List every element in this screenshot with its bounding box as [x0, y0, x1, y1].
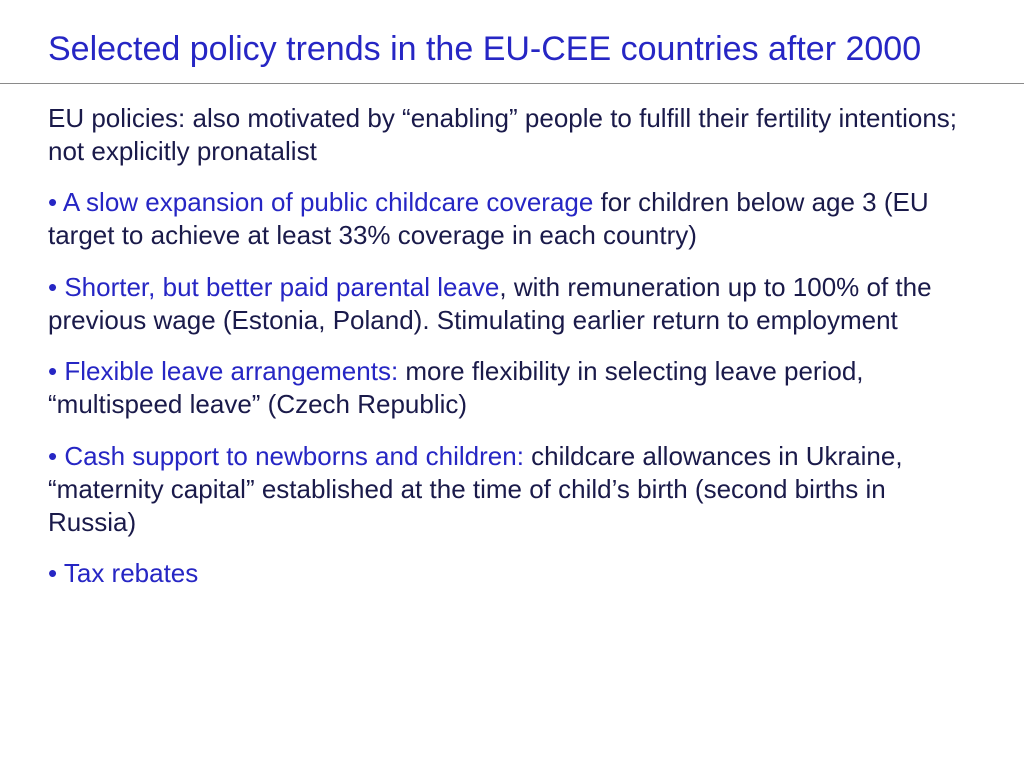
- bullet-item: • A slow expansion of public childcare c…: [48, 186, 976, 253]
- bullet-item: • Flexible leave arrangements: more flex…: [48, 355, 976, 422]
- bullet-dot-icon: •: [48, 441, 64, 471]
- intro-paragraph: EU policies: also motivated by “enabling…: [48, 102, 976, 169]
- bullet-item: • Cash support to newborns and children:…: [48, 440, 976, 540]
- bullet-emphasis: Shorter, but better paid parental leave: [64, 272, 499, 302]
- slide: Selected policy trends in the EU-CEE cou…: [0, 0, 1024, 768]
- bullet-dot-icon: •: [48, 356, 64, 386]
- bullet-emphasis: Flexible leave arrangements:: [64, 356, 398, 386]
- bullet-emphasis: A slow expansion of public childcare cov…: [63, 187, 593, 217]
- bullet-dot-icon: •: [48, 558, 64, 588]
- bullet-emphasis: Cash support to newborns and children:: [64, 441, 524, 471]
- bullet-item: • Shorter, but better paid parental leav…: [48, 271, 976, 338]
- bullet-dot-icon: •: [48, 187, 63, 217]
- slide-title: Selected policy trends in the EU-CEE cou…: [48, 28, 976, 71]
- bullet-dot-icon: •: [48, 272, 64, 302]
- bullet-item: • Tax rebates: [48, 557, 976, 590]
- bullet-emphasis: Tax rebates: [64, 558, 198, 588]
- slide-content: EU policies: also motivated by “enabling…: [48, 84, 976, 591]
